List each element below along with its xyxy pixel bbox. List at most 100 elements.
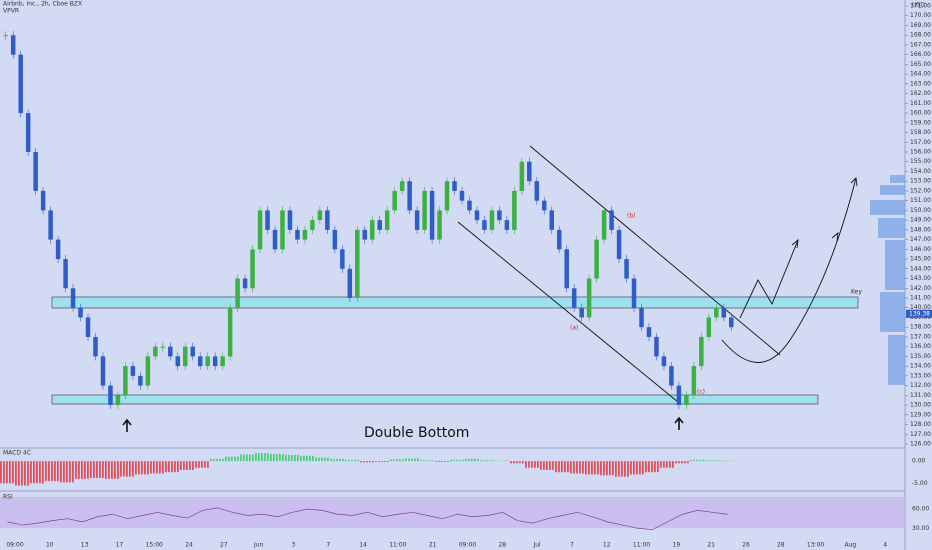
y-tick-label: 165.00 <box>910 61 931 68</box>
candle <box>250 249 255 289</box>
macd-bar <box>381 461 383 462</box>
candle <box>115 395 121 406</box>
macd-bar <box>117 461 119 479</box>
rsi-tick-label: 30.00 <box>912 525 929 532</box>
macd-bar <box>60 461 62 483</box>
candle <box>721 307 727 318</box>
macd-bar <box>345 459 347 462</box>
candle <box>586 278 592 318</box>
macd-bar <box>33 461 35 484</box>
macd-bar <box>276 454 278 462</box>
x-tick-label: 7 <box>326 542 330 549</box>
x-tick-label: 14 <box>359 542 367 549</box>
candle <box>70 288 76 308</box>
candle <box>257 210 263 250</box>
candle <box>325 210 330 230</box>
macd-bar <box>195 461 197 468</box>
candle <box>556 229 562 250</box>
macd-bar <box>423 460 425 462</box>
macd-bar <box>435 461 437 462</box>
macd-bar <box>486 460 488 462</box>
macd-bar <box>705 460 707 462</box>
y-tick-label: 135.00 <box>910 353 931 360</box>
candle <box>295 229 300 240</box>
macd-bar <box>243 454 245 462</box>
y-tick-label: 132.00 <box>910 382 931 389</box>
y-tick-label: 147.00 <box>910 236 931 243</box>
macd-bar <box>372 461 374 463</box>
macd-bar <box>264 453 266 462</box>
candle <box>183 346 188 367</box>
macd-bar <box>273 454 275 462</box>
macd-bar <box>309 455 311 462</box>
x-tick-label: Jun <box>253 542 264 549</box>
candle <box>512 190 517 230</box>
y-tick-label: 169.00 <box>910 22 931 29</box>
macd-bar <box>105 461 107 479</box>
macd-bar <box>567 461 569 473</box>
macd-bar <box>360 461 362 463</box>
macd-bar <box>282 454 284 462</box>
x-tick-label: 28 <box>498 542 506 549</box>
x-tick-label: 27 <box>220 542 228 549</box>
candle <box>25 113 31 152</box>
candle <box>631 278 637 308</box>
candle <box>646 327 652 337</box>
candle <box>661 356 667 367</box>
macd-bar <box>573 461 575 474</box>
macd-bar <box>519 461 521 464</box>
macd-bar <box>24 461 26 486</box>
candle <box>407 181 412 211</box>
macd-bar <box>123 461 125 477</box>
macd-bar <box>471 458 473 462</box>
macd-bar <box>633 461 635 475</box>
candle <box>3 35 8 37</box>
macd-bar <box>456 459 458 462</box>
macd-bar <box>180 461 182 470</box>
wave-label: (b) <box>627 213 636 220</box>
macd-bar <box>582 461 584 474</box>
y-tick-label: 156.00 <box>910 149 931 156</box>
candle <box>594 239 599 279</box>
macd-bar <box>414 458 416 462</box>
candle <box>414 210 420 230</box>
macd-bar <box>492 460 494 462</box>
candle <box>212 356 218 367</box>
candle <box>85 317 91 337</box>
macd-bar <box>153 461 155 474</box>
macd-bar <box>129 461 131 477</box>
macd-bar <box>288 454 290 462</box>
macd-bar <box>708 460 710 462</box>
macd-bar <box>225 456 227 462</box>
macd-bar <box>570 461 572 474</box>
macd-bar <box>696 459 698 462</box>
up-arrow <box>122 416 684 432</box>
macd-bar <box>480 460 482 462</box>
x-tick-label: 7 <box>570 542 574 549</box>
macd-bar <box>108 461 110 479</box>
macd-bar <box>681 461 683 464</box>
macd-bar <box>660 461 662 468</box>
y-tick-label: 127.00 <box>910 431 931 438</box>
y-tick-label: 149.00 <box>910 217 931 224</box>
macd-bar <box>285 454 287 462</box>
macd-bar <box>165 461 167 473</box>
y-tick-label: 158.00 <box>910 129 931 136</box>
y-tick-label: 168.00 <box>910 32 931 39</box>
macd-bar <box>96 461 98 478</box>
x-tick-label: 26 <box>742 542 750 549</box>
candle <box>729 317 734 328</box>
y-tick-label: 129.00 <box>910 411 931 418</box>
macd-bar <box>237 456 239 462</box>
macd-bar <box>711 460 713 462</box>
candle <box>190 346 195 357</box>
macd-bar <box>618 461 620 477</box>
macd-bar <box>150 461 152 474</box>
macd-bar <box>537 461 539 468</box>
candle <box>639 307 644 328</box>
x-tick-label: 19 <box>673 542 681 549</box>
candle <box>519 161 525 191</box>
macd-bar <box>693 459 695 462</box>
candle <box>534 181 540 201</box>
macd-bar <box>252 454 254 462</box>
